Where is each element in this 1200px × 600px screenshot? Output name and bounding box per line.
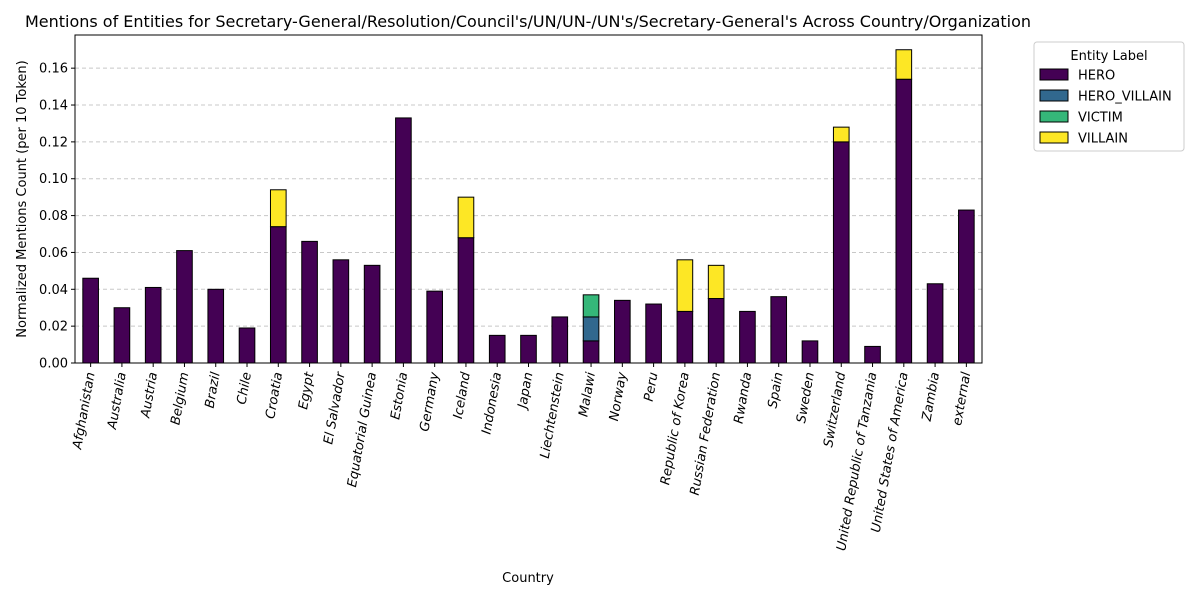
y-tick-label: 0.06 (39, 246, 68, 261)
bar-hero (770, 296, 788, 364)
bar-hero (582, 340, 600, 364)
x-tick-label: Croatia (263, 371, 286, 420)
bar-hero (864, 345, 881, 364)
bar-villain (832, 126, 850, 143)
x-tick-label: Australia (105, 371, 130, 431)
bar-hero (301, 240, 318, 364)
x-tick-label: Japan (515, 371, 537, 412)
x-tick-label: Liechtenstein (538, 371, 568, 460)
bar-hero (832, 141, 850, 364)
x-axis-ticks: Afghanistan Australia Austria Belgium Brazil… (70, 363, 974, 552)
x-tick-label: Indonesia (479, 371, 505, 436)
y-tick-label: 0.00 (39, 357, 68, 372)
x-tick-label: Brazil (203, 371, 224, 410)
x-tick-label: Estonia (388, 371, 411, 421)
bar-hero (113, 307, 131, 364)
bar-hero (926, 283, 944, 364)
bar-hero (801, 340, 819, 364)
x-tick-label: Peru (642, 371, 662, 403)
legend-label: VILLAIN (1078, 132, 1128, 147)
x-tick-label: Zambia (920, 371, 944, 423)
x-tick-label: Iceland (451, 370, 474, 420)
y-tick-label: 0.14 (39, 99, 68, 114)
bar-hero (363, 264, 381, 364)
bar-villain (269, 189, 287, 228)
chart-title: Mentions of Entities for Secretary-Gener… (25, 12, 1031, 31)
bar-villain (676, 259, 694, 312)
bar-villain (457, 196, 475, 239)
bar-hero (457, 237, 475, 364)
x-tick-label: Egypt (296, 370, 317, 410)
bar-hero (395, 117, 412, 364)
bar-hero (739, 310, 756, 364)
bar-hero-villain (582, 316, 600, 342)
y-tick-label: 0.16 (39, 62, 68, 77)
bar-hero (551, 316, 569, 364)
y-tick-label: 0.12 (39, 135, 68, 150)
x-tick-label: El Salvador (321, 369, 349, 445)
bar-hero (207, 288, 225, 364)
legend-label: HERO (1078, 69, 1115, 84)
legend: Entity Label HERO HERO_VILLAIN VICTIM VILLA… (1033, 41, 1185, 152)
bar-hero (82, 277, 99, 364)
bar-hero (614, 299, 631, 364)
bar-hero (144, 286, 162, 364)
bar-villain (895, 49, 913, 80)
x-tick-label: Germany (417, 371, 442, 433)
y-tick-label: 0.10 (39, 172, 68, 187)
x-tick-label: Russian Federation (688, 371, 724, 496)
bar-hero (707, 298, 725, 364)
x-tick-label: Chile (235, 371, 255, 406)
x-tick-label: external (950, 371, 974, 427)
x-tick-label: Equatorial Guinea (345, 371, 380, 488)
x-tick-label: Norway (607, 371, 630, 422)
y-tick-label: 0.02 (39, 320, 68, 335)
bar-hero (488, 334, 506, 364)
bar-hero (645, 303, 662, 364)
x-tick-label: Malawi (576, 371, 599, 418)
bar-hero (958, 209, 975, 364)
y-axis-label: Normalized Mentions Count (per 10 Token) (15, 60, 30, 337)
bar-hero (676, 310, 694, 364)
legend-label: VICTIM (1078, 111, 1123, 126)
bar-hero (269, 226, 287, 364)
legend-title: Entity Label (1070, 49, 1147, 64)
x-tick-label: Afghanistan (70, 371, 98, 451)
legend-box (1033, 41, 1185, 152)
x-axis-label: Country (502, 571, 554, 586)
x-tick-label: Switzerland (821, 370, 849, 448)
bar-hero (426, 290, 443, 364)
y-tick-label: 0.04 (39, 283, 68, 298)
y-axis-ticks: 0.00 0.02 0.04 0.06 0.08 0.10 0.12 0.14 0.16 (39, 62, 75, 372)
bar-villain (707, 264, 725, 300)
bars (82, 49, 975, 364)
x-tick-label: Rwanda (732, 371, 756, 425)
bar-hero (332, 259, 350, 364)
legend-items: HERO HERO_VILLAIN VICTIM VILLAIN (1039, 68, 1172, 147)
bar-victim (582, 294, 600, 318)
legend-swatch (1039, 131, 1069, 144)
x-tick-label: Belgium (168, 371, 192, 426)
bar-hero (895, 78, 913, 364)
y-tick-label: 0.08 (39, 209, 68, 224)
legend-swatch (1039, 68, 1069, 81)
legend-swatch (1039, 89, 1069, 102)
x-tick-label: Spain (766, 371, 787, 409)
x-tick-label: Sweden (794, 371, 818, 424)
x-tick-label: Republic of Korea (658, 371, 693, 486)
x-tick-label: Austria (138, 371, 161, 420)
bar-hero (176, 250, 193, 364)
legend-swatch (1039, 110, 1069, 123)
legend-label: HERO_VILLAIN (1078, 90, 1172, 105)
bar-hero (238, 327, 256, 364)
bar-hero (520, 334, 537, 364)
